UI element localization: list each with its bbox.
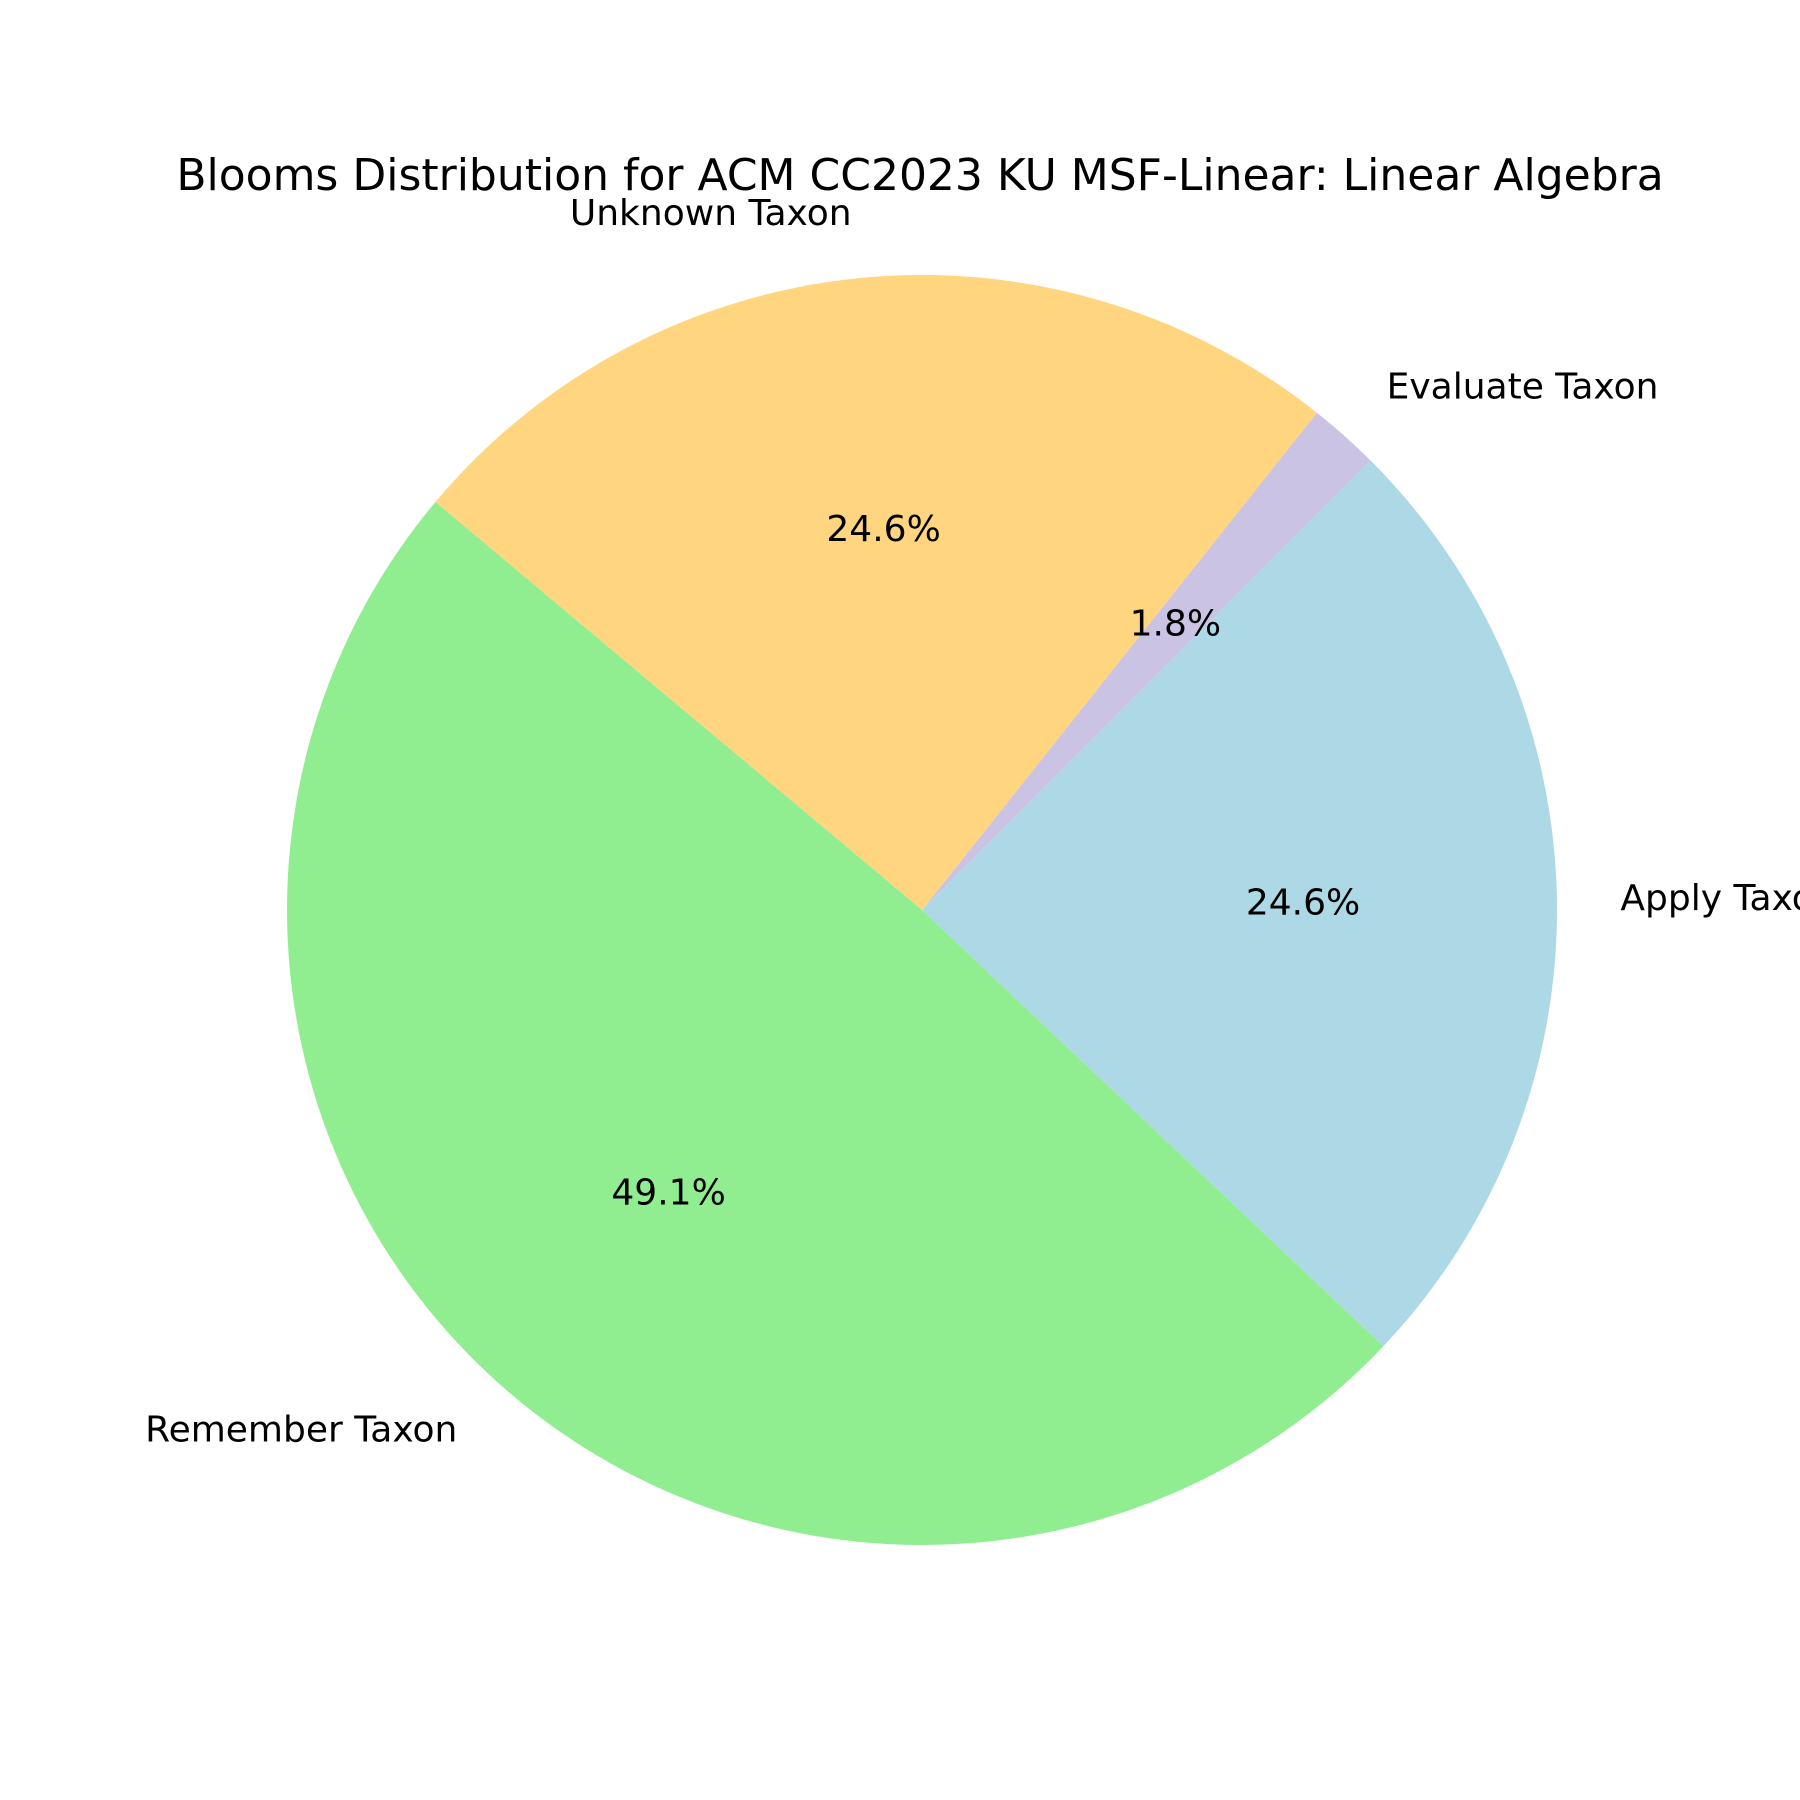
chart-title: Blooms Distribution for ACM CC2023 KU MS… bbox=[176, 150, 1663, 201]
slice-label-evaluate-taxon: Evaluate Taxon bbox=[1387, 366, 1659, 407]
slice-percent-remember-taxon: 49.1% bbox=[611, 1173, 725, 1214]
pie-slice-unknown-taxon bbox=[435, 274, 1317, 911]
slice-percent-evaluate-taxon: 1.8% bbox=[1130, 604, 1221, 645]
slice-label-apply-taxon: Apply Taxon bbox=[1620, 878, 1800, 919]
slice-label-remember-taxon: Remember Taxon bbox=[145, 1410, 457, 1451]
pie-labels: Apply Taxon 24.6% Evaluate Taxon 1.8% Unknow… bbox=[145, 193, 1800, 1451]
slice-percent-apply-taxon: 24.6% bbox=[1246, 882, 1360, 923]
slice-percent-unknown-taxon: 24.6% bbox=[826, 509, 940, 550]
pie-slices bbox=[287, 274, 1557, 1545]
pie-slice-apply-taxon bbox=[922, 460, 1557, 1347]
pie-slice-remember-taxon bbox=[287, 501, 1384, 1545]
slice-label-unknown-taxon: Unknown Taxon bbox=[570, 193, 852, 234]
pie-slice-evaluate-taxon bbox=[922, 412, 1371, 910]
